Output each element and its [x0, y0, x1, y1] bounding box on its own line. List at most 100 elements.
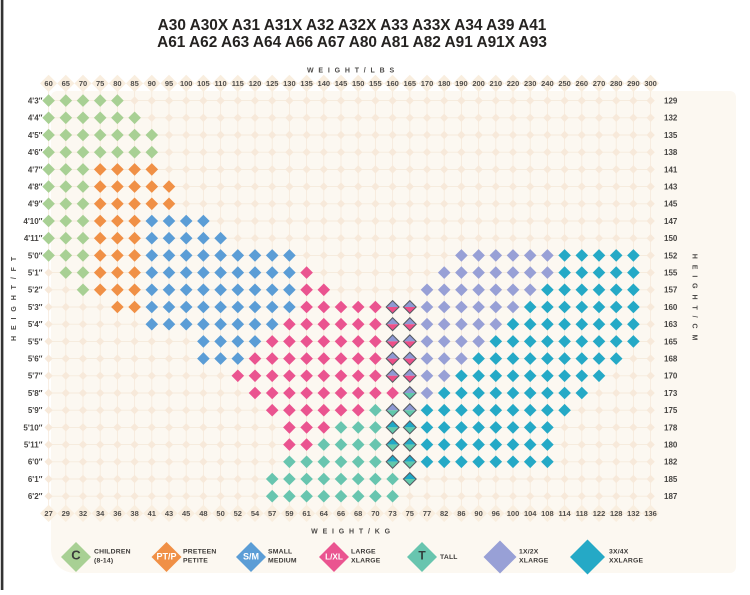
svg-text:34: 34: [96, 509, 105, 518]
svg-text:280: 280: [610, 79, 623, 88]
svg-text:75: 75: [96, 79, 104, 88]
svg-text:32: 32: [79, 509, 87, 518]
svg-text:66: 66: [337, 509, 345, 518]
svg-text:5'1″: 5'1″: [28, 269, 43, 278]
svg-text:190: 190: [455, 79, 468, 88]
svg-text:80: 80: [113, 79, 121, 88]
svg-text:260: 260: [576, 79, 589, 88]
svg-text:147: 147: [664, 217, 678, 226]
svg-text:4'10″: 4'10″: [23, 217, 42, 226]
svg-text:135: 135: [300, 79, 313, 88]
svg-text:200: 200: [472, 79, 485, 88]
svg-text:50: 50: [216, 509, 224, 518]
svg-text:300: 300: [644, 79, 657, 88]
svg-text:6'1″: 6'1″: [28, 475, 43, 484]
svg-text:4'6″: 4'6″: [28, 148, 43, 157]
svg-text:85: 85: [130, 79, 138, 88]
svg-text:160: 160: [386, 79, 399, 88]
svg-text:110: 110: [215, 79, 227, 88]
svg-text:143: 143: [664, 183, 678, 192]
svg-text:48: 48: [199, 509, 207, 518]
svg-text:70: 70: [79, 79, 87, 88]
svg-text:68: 68: [354, 509, 362, 518]
svg-text:5'0″: 5'0″: [28, 251, 43, 260]
svg-text:3X/4X: 3X/4X: [609, 549, 629, 556]
svg-text:64: 64: [320, 509, 329, 518]
svg-text:152: 152: [664, 251, 678, 260]
svg-text:155: 155: [664, 269, 678, 278]
svg-text:100: 100: [507, 509, 520, 518]
svg-text:155: 155: [369, 79, 382, 88]
svg-text:5'11″: 5'11″: [24, 441, 43, 450]
svg-text:168: 168: [664, 355, 678, 364]
svg-text:5'8″: 5'8″: [28, 389, 43, 398]
svg-text:145: 145: [335, 79, 348, 88]
svg-text:4'4″: 4'4″: [28, 114, 43, 123]
svg-text:S/M: S/M: [243, 552, 259, 562]
svg-text:104: 104: [524, 509, 537, 518]
svg-text:90: 90: [148, 79, 156, 88]
svg-text:250: 250: [558, 79, 571, 88]
svg-text:54: 54: [251, 509, 260, 518]
svg-text:61: 61: [302, 509, 310, 518]
svg-text:59: 59: [285, 509, 293, 518]
svg-text:178: 178: [664, 423, 678, 432]
svg-text:118: 118: [576, 509, 588, 518]
svg-text:180: 180: [664, 441, 678, 450]
svg-text:182: 182: [664, 458, 678, 467]
svg-text:27: 27: [44, 509, 52, 518]
svg-text:65: 65: [62, 79, 70, 88]
svg-text:150: 150: [352, 79, 365, 88]
svg-text:170: 170: [664, 372, 678, 381]
svg-text:38: 38: [130, 509, 138, 518]
svg-text:XLARGE: XLARGE: [351, 558, 381, 565]
svg-text:PT/P: PT/P: [156, 552, 176, 562]
svg-text:150: 150: [664, 234, 678, 243]
svg-text:5'10″: 5'10″: [23, 423, 42, 432]
svg-text:136: 136: [644, 509, 657, 518]
svg-text:132: 132: [627, 509, 640, 518]
svg-text:175: 175: [664, 406, 678, 415]
svg-text:6'0″: 6'0″: [28, 458, 43, 467]
svg-text:36: 36: [113, 509, 121, 518]
svg-text:157: 157: [664, 286, 678, 295]
svg-text:180: 180: [438, 79, 451, 88]
svg-text:230: 230: [524, 79, 537, 88]
svg-text:82: 82: [440, 509, 448, 518]
svg-text:(8-14): (8-14): [94, 558, 113, 565]
svg-text:129: 129: [664, 97, 678, 106]
svg-text:132: 132: [664, 114, 678, 123]
svg-text:240: 240: [541, 79, 554, 88]
svg-text:100: 100: [180, 79, 193, 88]
svg-text:75: 75: [406, 509, 414, 518]
svg-text:5'9″: 5'9″: [28, 406, 43, 415]
svg-text:270: 270: [593, 79, 606, 88]
svg-text:108: 108: [541, 509, 554, 518]
svg-text:90: 90: [474, 509, 482, 518]
svg-text:77: 77: [423, 509, 431, 518]
svg-text:5'5″: 5'5″: [28, 337, 43, 346]
svg-text:A30 A30X A31 A31X A32 A32X A33: A30 A30X A31 A31X A32 A32X A33 A33X A34 …: [158, 17, 547, 34]
svg-text:70: 70: [371, 509, 379, 518]
svg-text:5'3″: 5'3″: [28, 303, 43, 312]
svg-text:6'2″: 6'2″: [28, 492, 43, 501]
svg-text:XLARGE: XLARGE: [519, 558, 549, 565]
svg-text:95: 95: [165, 79, 173, 88]
svg-text:125: 125: [266, 79, 279, 88]
svg-text:PRETEEN: PRETEEN: [183, 549, 217, 556]
svg-text:141: 141: [664, 165, 678, 174]
svg-text:T: T: [418, 549, 426, 563]
svg-text:4'8″: 4'8″: [28, 183, 43, 192]
svg-text:122: 122: [593, 509, 606, 518]
svg-text:5'6″: 5'6″: [28, 355, 43, 364]
svg-text:60: 60: [44, 79, 52, 88]
svg-text:114: 114: [559, 509, 572, 518]
svg-text:138: 138: [664, 148, 678, 157]
svg-text:140: 140: [318, 79, 331, 88]
svg-text:187: 187: [664, 492, 678, 501]
svg-text:HEIGHT/FT: HEIGHT/FT: [11, 251, 18, 341]
svg-text:WEIGHT/KG: WEIGHT/KG: [311, 529, 395, 536]
svg-text:165: 165: [404, 79, 417, 88]
svg-text:128: 128: [610, 509, 623, 518]
svg-text:SMALL: SMALL: [268, 549, 292, 556]
